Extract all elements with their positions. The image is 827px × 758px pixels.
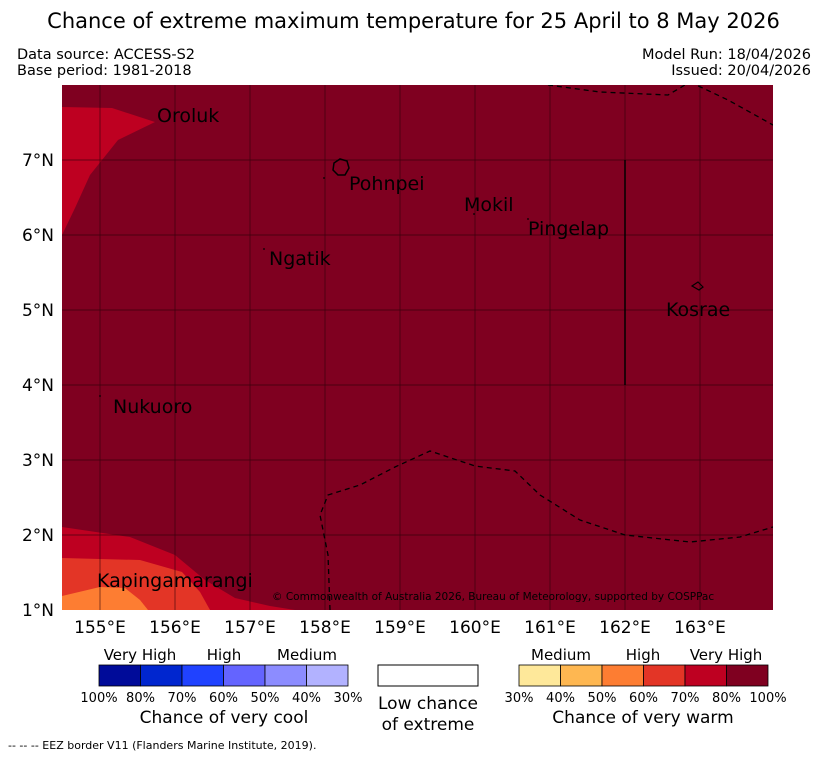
label-nukuoro: Nukuoro <box>113 396 192 418</box>
model-run: Model Run: 18/04/2026 <box>641 47 811 63</box>
y-tick-4n: 4°N <box>22 376 54 396</box>
warm-swatch-3 <box>643 664 686 687</box>
warm-very-high-label: Very High <box>690 646 763 664</box>
warm-medium-label: Medium <box>531 646 591 664</box>
cool-tick-6: 30% <box>334 691 363 706</box>
warm-80-region-north <box>62 107 155 235</box>
warm-tick-2: 50% <box>588 691 617 706</box>
label-mokil: Mokil <box>464 194 514 216</box>
nukuoro-dot <box>99 395 101 397</box>
warm-swatch-1 <box>560 664 603 687</box>
eez-borders <box>319 85 773 610</box>
warm-swatch-5 <box>726 664 769 687</box>
cool-tick-0: 100% <box>80 691 117 706</box>
cool-swatch-1 <box>140 664 183 687</box>
label-oroluk: Oroluk <box>157 105 219 127</box>
cool-swatch-2 <box>181 664 224 687</box>
warm-colorbar <box>518 664 769 687</box>
x-tick-160: 160°E <box>449 618 501 638</box>
warm-swatch-2 <box>601 664 644 687</box>
label-kapingamarangi: Kapingamarangi <box>97 570 253 592</box>
cool-legend: Very High High Medium 100% 80% 70% 60% 50% 40… <box>80 646 362 728</box>
x-axis-labels: 155°E 156°E 157°E 158°E 159°E 160°E 161°… <box>74 618 726 638</box>
data-source: Data source: ACCESS-S2 <box>17 47 196 63</box>
y-tick-7n: 7°N <box>22 151 54 171</box>
pingelap-dot <box>527 218 529 220</box>
x-tick-159: 159°E <box>374 618 426 638</box>
issued-date: Issued: 20/04/2026 <box>671 63 811 79</box>
low-chance-line2: of extreme <box>382 715 475 735</box>
warm-tick-1: 40% <box>546 691 575 706</box>
base-period: Base period: 1981-2018 <box>17 63 192 79</box>
warm-legend: Medium High Very High 30% 40% 50% 60% 70% 80%… <box>505 646 787 728</box>
mokil-dot <box>473 213 475 215</box>
cool-tick-5: 40% <box>292 691 321 706</box>
warm-high-label: High <box>626 646 660 664</box>
y-tick-6n: 6°N <box>22 226 54 246</box>
warm-tick-labels: 30% 40% 50% 60% 70% 80% 100% <box>505 691 787 706</box>
cool-tick-labels: 100% 80% 70% 60% 50% 40% 30% <box>80 691 362 706</box>
x-tick-156: 156°E <box>149 618 201 638</box>
map-title: Chance of extreme maximum temperature fo… <box>47 9 780 33</box>
cool-tick-3: 60% <box>209 691 238 706</box>
warm-swatch-0 <box>518 664 561 687</box>
x-tick-163: 163°E <box>674 618 726 638</box>
cool-swatch-0 <box>98 664 141 687</box>
cool-swatch-5 <box>306 664 349 687</box>
label-kosrae: Kosrae <box>666 299 730 321</box>
cool-tick-1: 80% <box>126 691 155 706</box>
warm-tick-5: 80% <box>712 691 741 706</box>
label-ngatik: Ngatik <box>269 248 331 270</box>
cool-swatch-3 <box>223 664 266 687</box>
x-tick-158: 158°E <box>299 618 351 638</box>
map-area: Oroluk Pohnpei Mokil Pingelap Ngatik Kos… <box>62 85 773 610</box>
x-tick-161: 161°E <box>524 618 576 638</box>
cool-colorbar <box>98 664 349 687</box>
label-pingelap: Pingelap <box>528 218 609 240</box>
kosrae-island <box>690 281 704 291</box>
x-tick-157: 157°E <box>224 618 276 638</box>
low-chance-legend: Low chance of extreme <box>377 664 479 735</box>
warm-tick-6: 100% <box>749 691 786 706</box>
warm-100-region <box>62 85 773 610</box>
cool-high-label: High <box>207 646 241 664</box>
x-tick-162: 162°E <box>599 618 651 638</box>
cool-very-high-label: Very High <box>104 646 177 664</box>
eez-border-note: -- -- -- EEZ border V11 (Flanders Marine… <box>8 739 317 752</box>
ant-atoll-dot <box>323 177 325 179</box>
cool-legend-title: Chance of very cool <box>140 708 309 728</box>
warm-tick-0: 30% <box>505 691 534 706</box>
warm-tick-3: 60% <box>629 691 658 706</box>
low-chance-line1: Low chance <box>378 694 478 714</box>
y-tick-3n: 3°N <box>22 451 54 471</box>
copyright-note: © Commonwealth of Australia 2026, Bureau… <box>272 591 714 603</box>
warm-60-region-south <box>62 587 148 610</box>
warm-tick-4: 70% <box>671 691 700 706</box>
warm-swatch-4 <box>684 664 727 687</box>
y-tick-5n: 5°N <box>22 301 54 321</box>
cool-tick-4: 50% <box>251 691 280 706</box>
header-left: Data source: ACCESS-S2 Base period: 1981… <box>17 47 195 79</box>
cool-medium-label: Medium <box>277 646 337 664</box>
y-axis-labels: 7°N 6°N 5°N 4°N 3°N 2°N 1°N <box>22 151 54 621</box>
y-tick-1n: 1°N <box>22 601 54 621</box>
y-tick-2n: 2°N <box>22 526 54 546</box>
header-right: Model Run: 18/04/2026 Issued: 20/04/2026 <box>642 47 811 79</box>
cool-swatch-4 <box>264 664 307 687</box>
low-chance-swatch <box>377 664 479 687</box>
warm-legend-title: Chance of very warm <box>552 708 733 728</box>
cool-tick-2: 70% <box>168 691 197 706</box>
label-pohnpei: Pohnpei <box>349 173 425 195</box>
pohnpei-island <box>332 158 350 176</box>
ngatik-dot <box>263 248 265 250</box>
x-tick-155: 155°E <box>74 618 126 638</box>
